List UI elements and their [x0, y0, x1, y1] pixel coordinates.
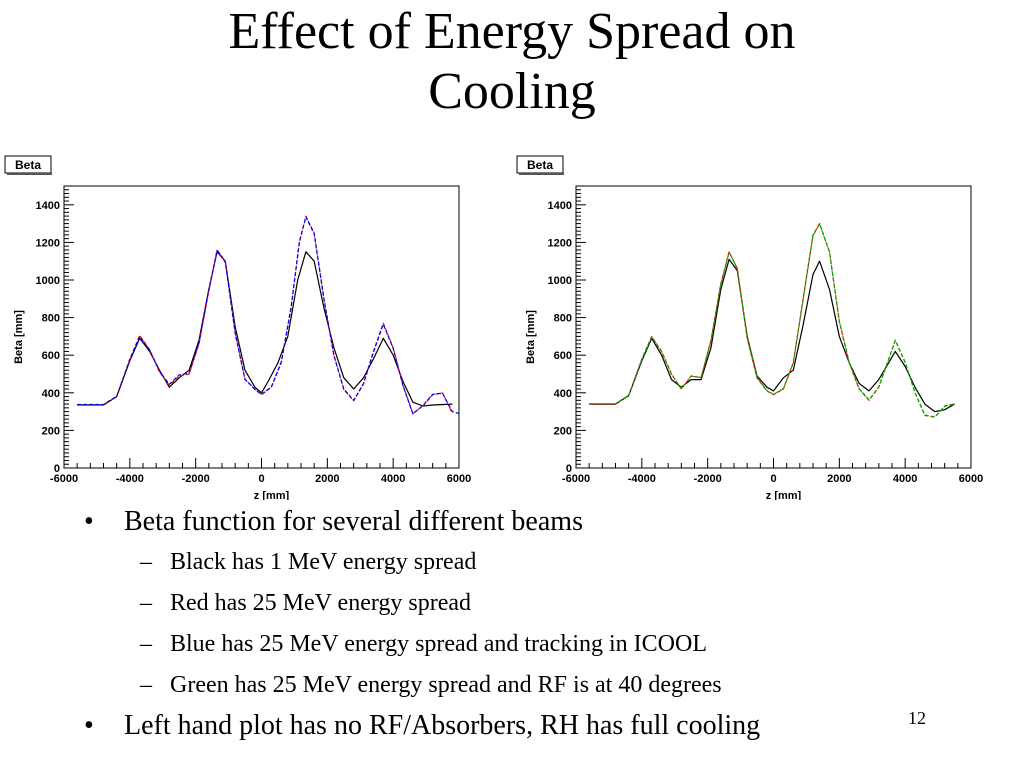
left-beta-plot: Beta 0 200 400 600 800 1000 1200 1400 -6000 -4000 -… [4, 150, 494, 500]
y-tick-label: 1200 [548, 237, 572, 249]
sub-bullet-blue: – Blue has 25 MeV energy spread and trac… [140, 631, 707, 657]
page-number: 12 [908, 708, 926, 728]
chart-title: Beta [15, 158, 41, 172]
y-tick-label: 1000 [36, 275, 60, 287]
x-tick-label: 0 [770, 473, 776, 485]
x-tick-label: 4000 [381, 473, 405, 485]
beta-chart-svg: Beta 0 200 400 600 800 1000 1200 1400 -6000 -4000 -… [516, 150, 1006, 500]
series-line-2 [77, 216, 460, 415]
y-tick-label: 200 [554, 425, 572, 437]
x-tick-label: -2000 [182, 473, 210, 485]
title-box: Beta [516, 155, 564, 175]
chart-title: Beta [527, 158, 553, 172]
y-axis-label: Beta [mm] [13, 310, 25, 364]
sub-bullet-text: Black has 1 MeV energy spread [170, 549, 477, 575]
y-tick-label: 0 [566, 463, 572, 475]
sub-bullet-text: Blue has 25 MeV energy spread and tracki… [170, 631, 707, 657]
y-tick-label: 1000 [548, 275, 572, 287]
series-line-0 [589, 258, 955, 413]
x-tick-label: 0 [258, 473, 264, 485]
x-tick-label: -4000 [628, 473, 656, 485]
x-tick-label: -6000 [50, 473, 78, 485]
title-line-1: Effect of Energy Spread on [228, 3, 796, 60]
y-tick-label: 600 [42, 350, 60, 362]
bullet-2-text: Left hand plot has no RF/Absorbers, RH h… [124, 710, 761, 741]
y-tick-label: 600 [554, 350, 572, 362]
bullet-1: • Beta function for several different be… [84, 506, 583, 537]
x-tick-label: -4000 [116, 473, 144, 485]
y-tick-label: 0 [54, 463, 60, 475]
y-tick-label: 800 [42, 313, 60, 325]
x-axis-label: z [mm] [766, 490, 802, 500]
sub-bullet-black: – Black has 1 MeV energy spread [140, 549, 477, 575]
slide-title: Effect of Energy Spread on Cooling [0, 2, 1024, 122]
sub-bullet-red: – Red has 25 MeV energy spread [140, 590, 472, 616]
x-tick-label: 2000 [827, 473, 851, 485]
x-tick-label: 6000 [447, 473, 471, 485]
y-tick-label: 1400 [548, 200, 572, 212]
title-line-2: Cooling [428, 63, 596, 120]
sub-bullet-green: – Green has 25 MeV energy spread and RF … [140, 672, 722, 698]
sub-bullet-text: Green has 25 MeV energy spread and RF is… [170, 672, 722, 698]
x-tick-label: 2000 [315, 473, 339, 485]
x-axis-label: z [mm] [254, 490, 290, 500]
y-tick-label: 1400 [36, 200, 60, 212]
right-beta-plot: Beta 0 200 400 600 800 1000 1200 1400 -6000 -4000 -… [516, 150, 1006, 500]
y-axis-label: Beta [mm] [525, 310, 537, 364]
title-box: Beta [4, 155, 52, 175]
x-tick-label: 4000 [893, 473, 917, 485]
bullet-2: • Left hand plot has no RF/Absorbers, RH… [84, 710, 761, 741]
series-line-2 [589, 223, 955, 418]
bullet-1-text: Beta function for several different beam… [124, 506, 583, 537]
y-tick-label: 1200 [36, 237, 60, 249]
plot-frame [63, 185, 460, 469]
bullet-list: • Beta function for several different be… [84, 502, 984, 746]
plot-frame [575, 185, 972, 469]
x-tick-label: -6000 [562, 473, 590, 485]
x-tick-label: 6000 [959, 473, 983, 485]
y-tick-label: 200 [42, 425, 60, 437]
x-tick-label: -2000 [694, 473, 722, 485]
y-tick-label: 400 [554, 388, 572, 400]
y-tick-label: 800 [554, 313, 572, 325]
beta-chart-svg: Beta 0 200 400 600 800 1000 1200 1400 -6000 -4000 -… [4, 150, 494, 500]
sub-bullet-text: Red has 25 MeV energy spread [170, 590, 472, 616]
y-tick-label: 400 [42, 388, 60, 400]
